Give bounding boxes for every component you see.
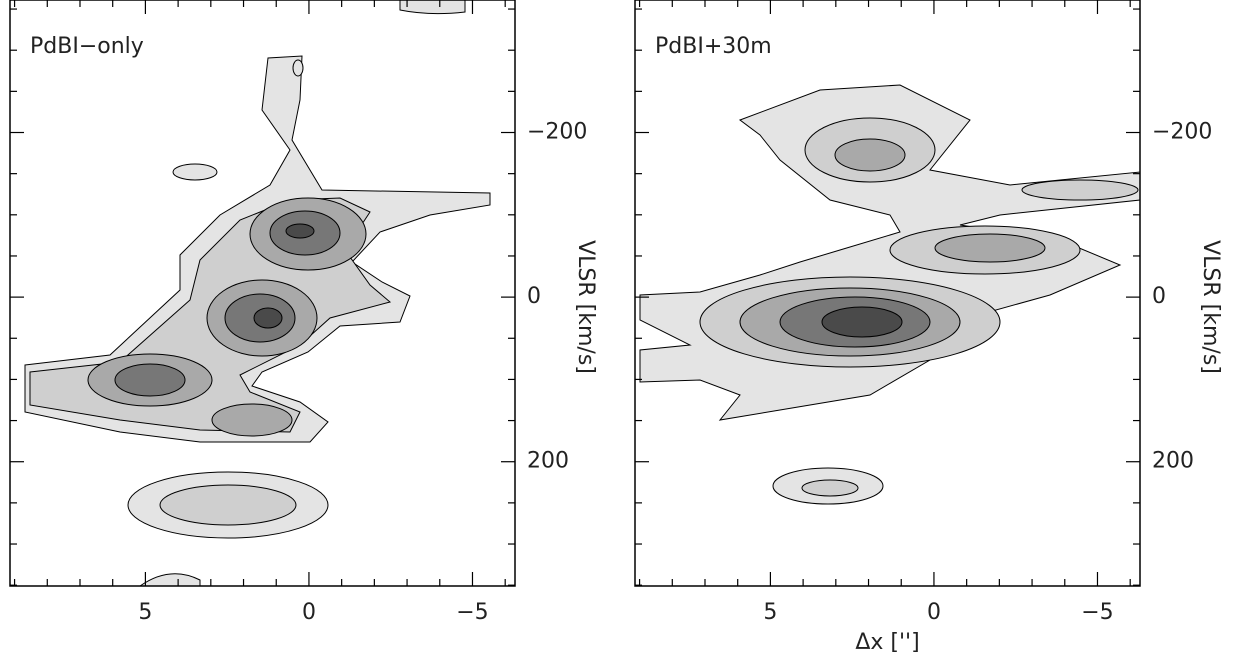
contour <box>801 479 859 497</box>
y-tick-label: 0 <box>1152 284 1166 309</box>
panel-label: PdBI+30m <box>655 34 772 59</box>
contour-map-left <box>24 0 491 587</box>
contour <box>1021 179 1139 201</box>
x-tick-label: 0 <box>302 600 316 625</box>
y-axis-label: VLSR [km/s] <box>573 240 598 374</box>
y-axis-label: VLSR [km/s] <box>1198 240 1223 374</box>
contour <box>138 573 201 587</box>
y-tick-label: −200 <box>1152 120 1212 145</box>
plot-frame <box>9 0 516 587</box>
contour <box>934 233 1046 263</box>
contour <box>253 307 283 329</box>
x-tick-label: −5 <box>456 600 488 625</box>
contour-map-right <box>639 84 1141 505</box>
x-axis-label: Δx [''] <box>855 630 919 655</box>
contour <box>821 306 903 338</box>
contour <box>834 138 906 172</box>
contour <box>159 484 297 526</box>
plot-frame <box>634 0 1141 587</box>
x-tick-label: 5 <box>763 600 777 625</box>
contour <box>211 403 293 437</box>
x-tick-label: 0 <box>927 600 941 625</box>
contour <box>399 0 466 15</box>
contour <box>172 163 218 181</box>
contour <box>285 223 315 239</box>
panel-label: PdBI−only <box>30 34 144 59</box>
y-tick-label: 200 <box>1152 449 1194 474</box>
y-tick-label: −200 <box>527 120 587 145</box>
x-tick-label: 5 <box>138 600 152 625</box>
contour <box>114 363 186 397</box>
x-tick-label: −5 <box>1081 600 1113 625</box>
y-tick-label: 200 <box>527 449 569 474</box>
contour <box>292 59 304 77</box>
y-tick-label: 0 <box>527 284 541 309</box>
